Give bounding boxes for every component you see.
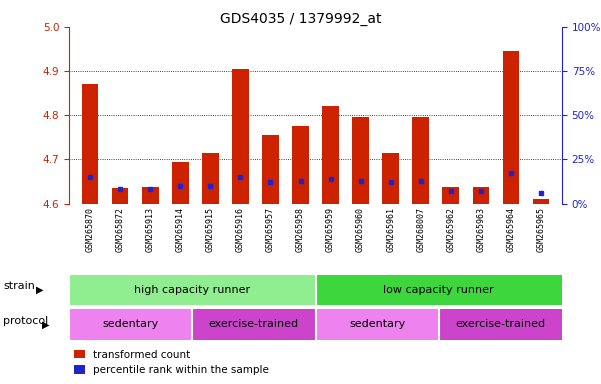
Bar bbox=[439, 309, 562, 340]
Text: GSM265959: GSM265959 bbox=[326, 207, 335, 252]
Text: GSM265914: GSM265914 bbox=[176, 207, 185, 252]
Bar bbox=[352, 118, 369, 204]
Text: GSM268007: GSM268007 bbox=[416, 207, 425, 252]
Text: GSM265872: GSM265872 bbox=[116, 207, 124, 252]
Text: high capacity runner: high capacity runner bbox=[134, 285, 251, 295]
Bar bbox=[502, 51, 519, 204]
Bar bbox=[142, 187, 159, 204]
Bar bbox=[112, 188, 129, 204]
Legend: transformed count, percentile rank within the sample: transformed count, percentile rank withi… bbox=[75, 350, 269, 375]
Text: exercise-trained: exercise-trained bbox=[456, 319, 545, 329]
Bar bbox=[82, 84, 99, 204]
Text: strain: strain bbox=[3, 281, 35, 291]
Text: GSM265961: GSM265961 bbox=[386, 207, 395, 252]
Text: GSM265962: GSM265962 bbox=[447, 207, 455, 252]
Text: GSM265916: GSM265916 bbox=[236, 207, 245, 252]
Text: exercise-trained: exercise-trained bbox=[209, 319, 299, 329]
Bar bbox=[322, 106, 339, 204]
Text: GSM265965: GSM265965 bbox=[537, 207, 545, 252]
Text: GSM265960: GSM265960 bbox=[356, 207, 365, 252]
Text: ▶: ▶ bbox=[42, 319, 49, 329]
Bar bbox=[442, 187, 459, 204]
Bar bbox=[172, 162, 189, 204]
Text: GSM265958: GSM265958 bbox=[296, 207, 305, 252]
Text: sedentary: sedentary bbox=[103, 319, 159, 329]
Text: GSM265915: GSM265915 bbox=[206, 207, 215, 252]
Text: protocol: protocol bbox=[3, 316, 48, 326]
Bar bbox=[262, 135, 279, 204]
Text: low capacity runner: low capacity runner bbox=[383, 285, 494, 295]
Bar bbox=[382, 153, 399, 204]
Bar bbox=[412, 118, 429, 204]
Bar bbox=[316, 309, 439, 340]
Text: GSM265913: GSM265913 bbox=[146, 207, 154, 252]
Text: GSM265964: GSM265964 bbox=[507, 207, 515, 252]
Text: ▶: ▶ bbox=[36, 285, 43, 295]
Text: sedentary: sedentary bbox=[349, 319, 405, 329]
Text: GSM265870: GSM265870 bbox=[86, 207, 94, 252]
Bar bbox=[232, 69, 249, 204]
Bar bbox=[316, 275, 562, 305]
Text: GSM265957: GSM265957 bbox=[266, 207, 275, 252]
Bar bbox=[292, 126, 309, 204]
Bar bbox=[192, 309, 316, 340]
Text: GSM265963: GSM265963 bbox=[477, 207, 485, 252]
Bar bbox=[69, 275, 316, 305]
Text: GDS4035 / 1379992_at: GDS4035 / 1379992_at bbox=[220, 12, 381, 25]
Bar bbox=[532, 199, 549, 204]
Bar bbox=[472, 187, 489, 204]
Bar bbox=[202, 153, 219, 204]
Bar bbox=[69, 309, 192, 340]
